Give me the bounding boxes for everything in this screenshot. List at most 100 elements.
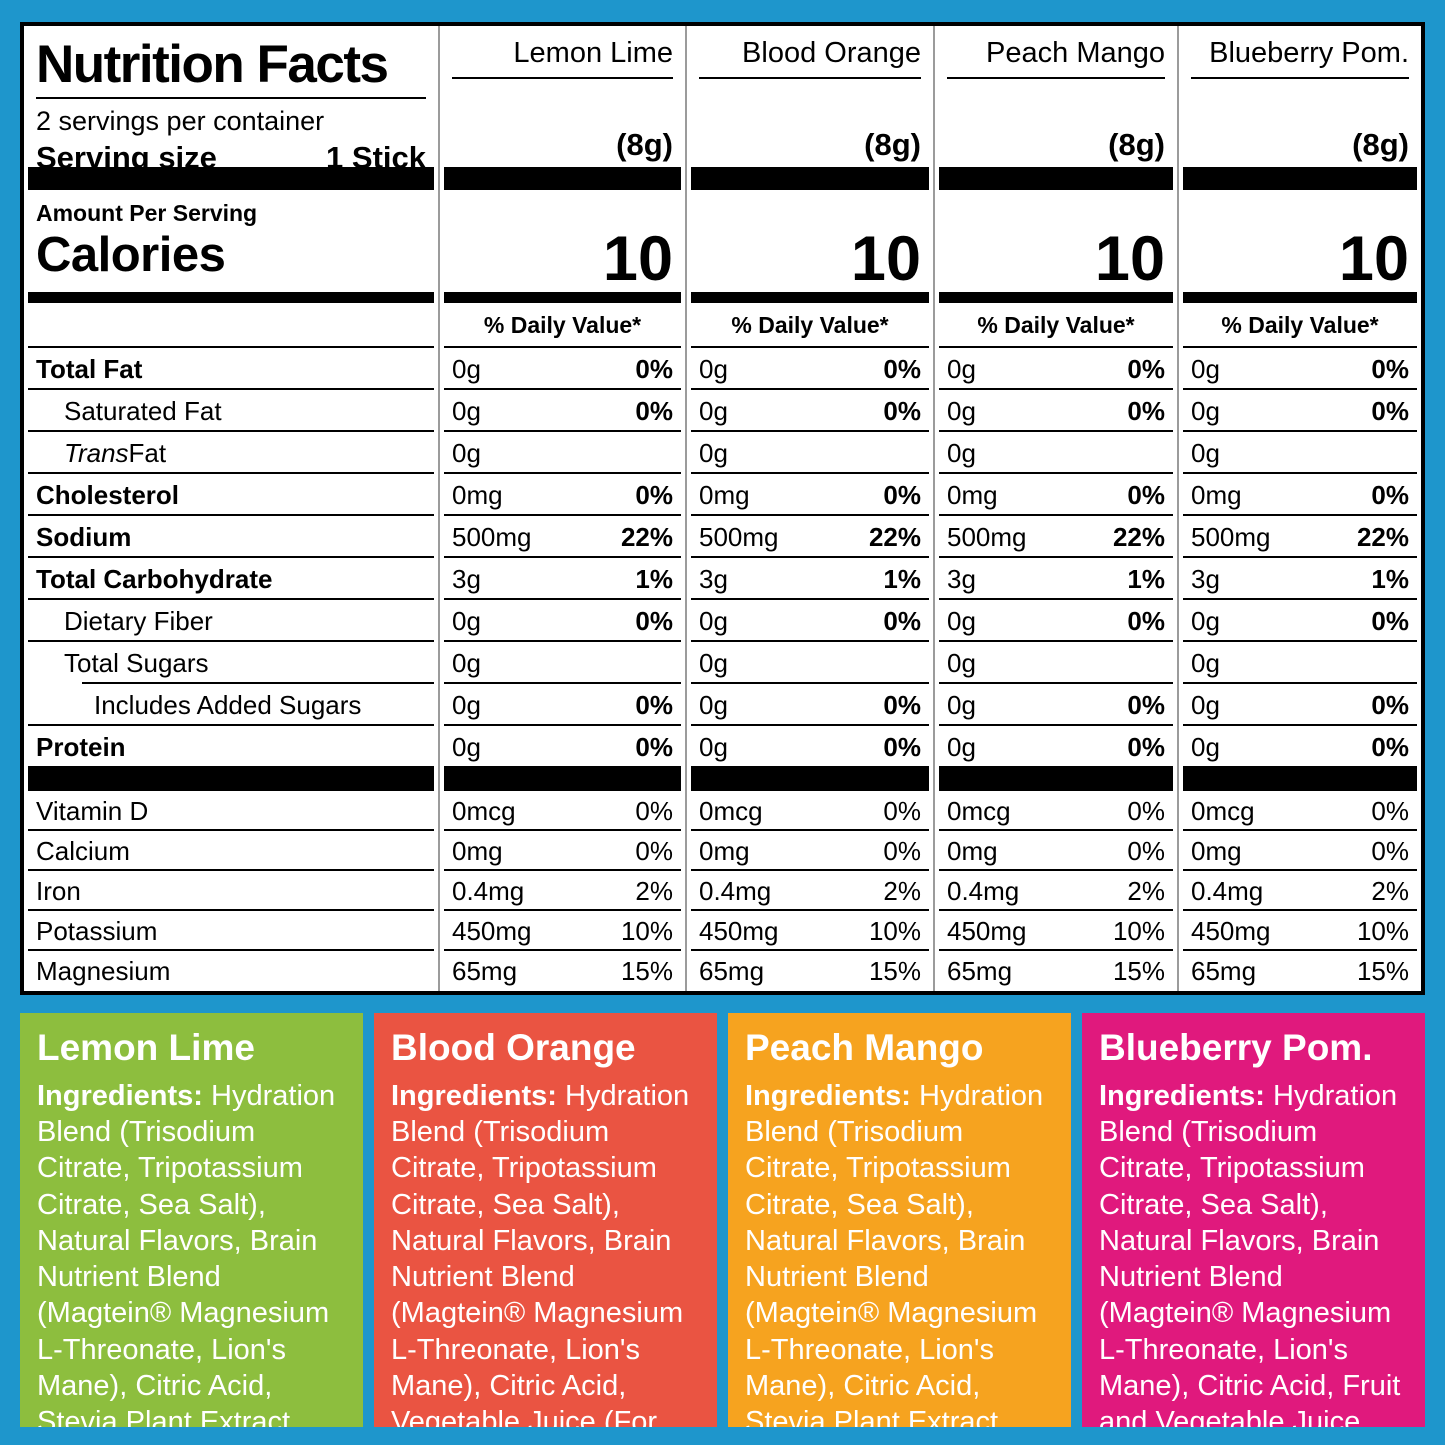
nutrient-row-protein: Protein 0g 0% 0g 0% 0g 0% 0g 0% xyxy=(24,726,1421,768)
ingredients-list: Hydration Blend (Trisodium Citrate, Trip… xyxy=(745,1079,1044,1427)
nutrient-value-cell: 0g 0% xyxy=(933,726,1177,768)
daily-value-header-spacer xyxy=(24,303,438,348)
nutrient-label: Dietary Fiber xyxy=(24,600,438,642)
amount: 0g xyxy=(1191,647,1220,678)
amount: 65mg xyxy=(947,955,1013,986)
ingredients-list: Hydration Blend (Trisodium Citrate, Trip… xyxy=(1099,1079,1401,1427)
daily-value-percent: 0% xyxy=(883,835,921,866)
nutrient-value-cell: 0.4mg 2% xyxy=(933,871,1177,911)
ingredient-box-lemon-lime: Lemon Lime Ingredients: Hydration Blend … xyxy=(20,1013,363,1427)
nutrient-value-cell: 0mcg 0% xyxy=(438,791,685,831)
separator-bar-thin-row xyxy=(24,292,1421,303)
amount: 0g xyxy=(452,353,481,384)
daily-value-percent: 0% xyxy=(1371,731,1409,762)
amount: 0.4mg xyxy=(1191,875,1264,906)
amount: 65mg xyxy=(699,955,765,986)
amount: 500mg xyxy=(1191,521,1271,552)
daily-value-percent: 10% xyxy=(868,915,921,946)
daily-value-percent: 0% xyxy=(1371,353,1409,384)
ingredients-text: Ingredients: Hydration Blend (Trisodium … xyxy=(391,1078,700,1427)
daily-value-header-row: % Daily Value* % Daily Value* % Daily Va… xyxy=(24,303,1421,348)
separator-bar-thin xyxy=(933,292,1177,303)
amount: 500mg xyxy=(947,521,1027,552)
nutrient-label: Total Carbohydrate xyxy=(24,558,438,600)
daily-value-percent: 0% xyxy=(883,795,921,826)
nutrient-value-cell: 450mg 10% xyxy=(933,911,1177,951)
nutrient-label: Saturated Fat xyxy=(24,390,438,432)
nutrient-value-cell: 0mcg 0% xyxy=(685,791,933,831)
nutrient-row-dietary-fiber: Dietary Fiber 0g 0% 0g 0% 0g 0% 0g 0% xyxy=(24,600,1421,642)
nutrient-row-total-carbohydrate: Total Carbohydrate 3g 1% 3g 1% 3g 1% 3g 1% xyxy=(24,558,1421,600)
nutrient-value-cell: 0g xyxy=(933,642,1177,684)
nutrient-label: Trans Fat xyxy=(24,432,438,474)
amount: 0mg xyxy=(452,479,503,510)
amount: 65mg xyxy=(452,955,518,986)
amount: 0g xyxy=(947,731,976,762)
daily-value-percent: 0% xyxy=(883,689,921,720)
separator-bar xyxy=(24,768,438,791)
amount: 0g xyxy=(452,689,481,720)
panel-title: Nutrition Facts xyxy=(36,38,426,99)
nutrient-value-cell: 65mg 15% xyxy=(933,951,1177,991)
flavor-name: Peach Mango xyxy=(947,38,1165,80)
calories-value: 10 xyxy=(933,190,1177,292)
nutrient-value-cell: 0g 0% xyxy=(1177,348,1421,390)
separator-bar xyxy=(438,768,685,791)
nutrient-value-cell: 0g 0% xyxy=(438,348,685,390)
nutrient-label: Protein xyxy=(24,726,438,768)
amount: 500mg xyxy=(699,521,779,552)
ingredients-list: Hydration Blend (Trisodium Citrate, Trip… xyxy=(37,1079,336,1427)
nutrient-value-cell: 0g xyxy=(438,642,685,684)
separator-bar-row xyxy=(24,768,1421,791)
daily-value-percent: 1% xyxy=(635,563,673,594)
amount: 0.4mg xyxy=(452,875,525,906)
nutrient-value-cell: 0mg 0% xyxy=(438,474,685,516)
daily-value-header: % Daily Value* xyxy=(685,303,933,348)
daily-value-percent: 0% xyxy=(1371,835,1409,866)
amount: 0g xyxy=(947,437,976,468)
nutrient-value-cell: 0.4mg 2% xyxy=(685,871,933,911)
daily-value-percent: 0% xyxy=(1371,689,1409,720)
nutrient-value-cell: 0g xyxy=(933,432,1177,474)
separator-bar xyxy=(933,167,1177,190)
table-header-row: Nutrition Facts 2 servings per container… xyxy=(24,26,1421,175)
nutrient-label: Includes Added Sugars xyxy=(24,684,438,726)
daily-value-percent: 10% xyxy=(1356,915,1409,946)
amount: 0mg xyxy=(947,835,998,866)
nutrient-value-cell: 0.4mg 2% xyxy=(1177,871,1421,911)
ingredients-label: Ingredients: xyxy=(37,1079,203,1112)
daily-value-percent: 15% xyxy=(1356,955,1409,986)
flavor-column-header-lemon-lime: Lemon Lime (8g) xyxy=(438,26,685,167)
amount: 3g xyxy=(947,563,976,594)
nutrient-value-cell: 0g 0% xyxy=(1177,726,1421,768)
flavor-column-header-peach-mango: Peach Mango (8g) xyxy=(933,26,1177,167)
amount: 0g xyxy=(452,395,481,426)
nutrient-value-cell: 3g 1% xyxy=(438,558,685,600)
nutrient-value-cell: 0g xyxy=(685,642,933,684)
calories-label-cell: Amount Per Serving Calories xyxy=(24,190,438,292)
daily-value-percent: 0% xyxy=(635,835,673,866)
separator-bar xyxy=(1177,768,1421,791)
amount: 0g xyxy=(1191,605,1220,636)
serving-weight: (8g) xyxy=(864,127,921,162)
micronutrient-row-vitamin-d: Vitamin D 0mcg 0% 0mcg 0% 0mcg 0% 0mcg 0% xyxy=(24,791,1421,831)
nutrient-value-cell: 0g 0% xyxy=(438,390,685,432)
ingredient-box-peach-mango: Peach Mango Ingredients: Hydration Blend… xyxy=(728,1013,1071,1427)
daily-value-percent: 10% xyxy=(620,915,673,946)
nutrient-label: Calcium xyxy=(24,831,438,871)
daily-value-percent: 22% xyxy=(868,521,921,552)
nutrient-value-cell: 0mcg 0% xyxy=(1177,791,1421,831)
amount: 0g xyxy=(1191,689,1220,720)
nutrient-value-cell: 0mcg 0% xyxy=(933,791,1177,831)
ingredients-text: Ingredients: Hydration Blend (Trisodium … xyxy=(37,1078,346,1427)
ingredient-box-blood-orange: Blood Orange Ingredients: Hydration Blen… xyxy=(374,1013,717,1427)
daily-value-percent: 0% xyxy=(635,795,673,826)
amount: 0mcg xyxy=(947,795,1011,826)
separator-bar xyxy=(933,768,1177,791)
daily-value-header: % Daily Value* xyxy=(1177,303,1421,348)
separator-bar-thin xyxy=(438,292,685,303)
nutrient-value-cell: 0g 0% xyxy=(685,390,933,432)
separator-bar xyxy=(24,167,438,190)
nutrition-facts-panel: Nutrition Facts 2 servings per container… xyxy=(20,22,1425,995)
daily-value-percent: 0% xyxy=(1127,353,1165,384)
